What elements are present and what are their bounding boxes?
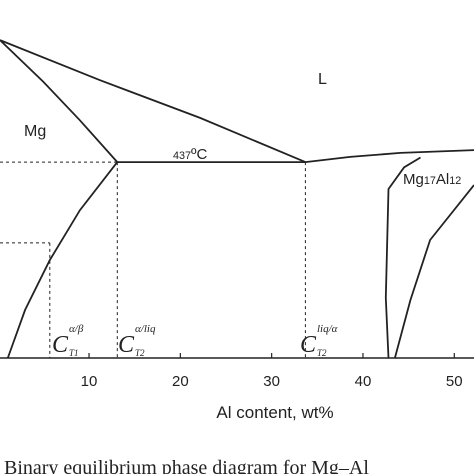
annotation: L: [318, 71, 327, 88]
phase-boundary: [0, 39, 306, 163]
phase-boundary: [6, 161, 119, 359]
x-tick-label: 30: [263, 373, 280, 390]
phase-boundary: [394, 184, 474, 359]
composition-symbol: C: [118, 332, 135, 358]
phase-boundary: [0, 39, 118, 163]
composition-superscript: liq/α: [317, 323, 338, 335]
composition-subscript: T1: [69, 348, 79, 358]
composition-symbol: C: [52, 332, 69, 358]
composition-superscript: α/liq: [135, 323, 156, 335]
composition-subscript: T2: [317, 348, 327, 358]
x-tick-label: 20: [172, 373, 189, 390]
composition-symbol: C: [300, 332, 317, 358]
phase-boundary: [384, 156, 421, 359]
composition-subscript: T2: [135, 348, 145, 358]
x-tick-label: 40: [355, 373, 372, 390]
phase-boundary: [305, 149, 474, 163]
x-tick-label: 10: [81, 373, 98, 390]
x-tick-label: 50: [446, 373, 463, 390]
x-axis-label: Al content, wt%: [216, 403, 333, 422]
composition-superscript: α/β: [69, 323, 84, 335]
caption: Binary equilibrium phase diagram for Mg–…: [4, 457, 369, 474]
annotation: Mg: [24, 123, 46, 140]
annotation: 437ºC: [173, 146, 207, 163]
annotation: Mg17Al12: [403, 171, 461, 188]
